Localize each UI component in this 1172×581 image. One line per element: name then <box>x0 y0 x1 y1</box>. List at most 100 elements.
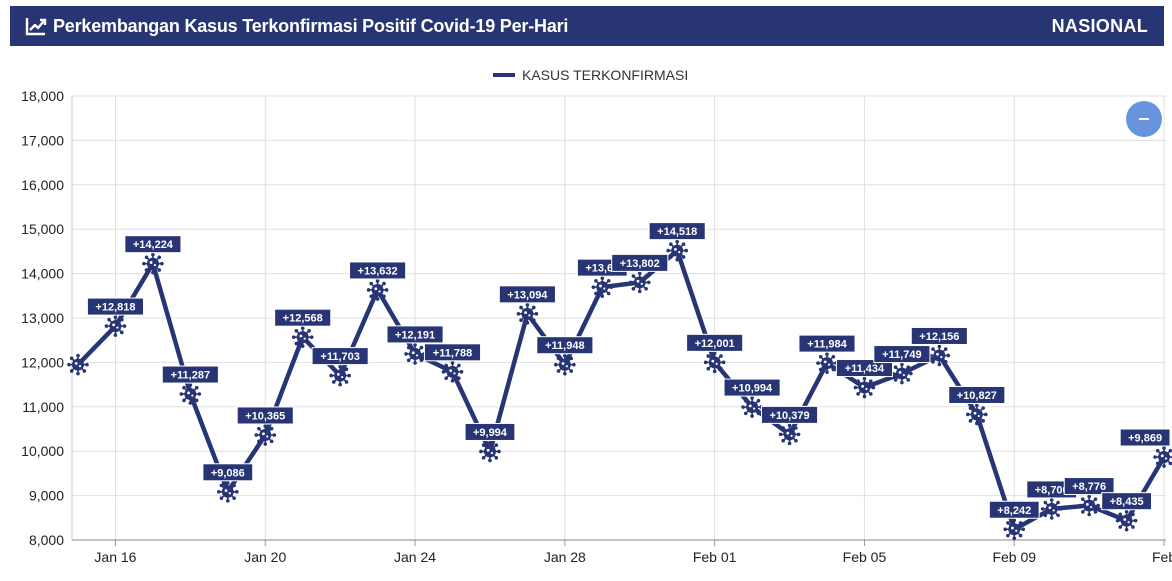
data-label: +8,242 <box>997 505 1031 517</box>
data-point-marker <box>778 423 801 446</box>
data-label: +10,365 <box>245 410 285 422</box>
data-label-box <box>1119 428 1171 447</box>
data-label-box <box>798 334 856 353</box>
data-label-box <box>988 500 1040 519</box>
y-tick-label: 12,000 <box>21 354 64 370</box>
data-label-box <box>910 326 968 345</box>
data-point-marker <box>853 376 876 399</box>
data-point-marker <box>741 396 763 418</box>
data-label: +12,001 <box>695 338 735 350</box>
x-tick-label: Jan 28 <box>544 549 586 565</box>
data-point-marker <box>366 279 389 301</box>
data-point-marker <box>1153 446 1172 468</box>
data-label-box <box>86 297 144 316</box>
chart-legend[interactable]: KASUS TERKONFIRMASI <box>493 66 688 84</box>
data-label-box <box>311 347 369 366</box>
data-point-marker <box>966 403 988 426</box>
legend-label: KASUS TERKONFIRMASI <box>522 67 689 83</box>
data-label: +11,788 <box>433 347 472 359</box>
y-tick-label: 17,000 <box>21 132 64 148</box>
data-point-marker <box>104 315 127 337</box>
y-tick-label: 13,000 <box>21 310 64 326</box>
x-tick-label: Feb 05 <box>843 549 887 565</box>
data-label: +8,776 <box>1072 481 1106 493</box>
data-label: +10,994 <box>732 383 773 395</box>
y-tick-label: 11,000 <box>22 399 64 415</box>
y-tick-label: 18,000 <box>21 88 64 104</box>
chart-header: Perkembangan Kasus Terkonfirmasi Positif… <box>10 6 1164 46</box>
data-point-marker <box>703 351 726 374</box>
x-tick-label: Jan 20 <box>244 549 286 565</box>
data-label: +13,802 <box>620 258 660 270</box>
data-label-box <box>835 359 894 378</box>
x-tick-label: Feb 09 <box>992 549 1036 565</box>
data-label: +13,69 <box>585 263 619 275</box>
line-chart-icon <box>25 18 47 36</box>
data-point-marker <box>928 344 951 367</box>
data-point-marker <box>1115 509 1138 532</box>
y-tick-label: 10,000 <box>21 443 64 459</box>
data-label-box <box>948 385 1006 404</box>
data-label: +10,379 <box>770 410 810 422</box>
data-point-marker <box>628 271 651 294</box>
data-label-box <box>1063 477 1115 496</box>
data-point-marker <box>479 440 501 463</box>
y-tick-label: 15,000 <box>21 221 64 237</box>
data-point-marker <box>591 276 614 298</box>
data-label-box <box>202 463 254 482</box>
data-label: +13,632 <box>358 265 398 277</box>
data-label: +11,984 <box>807 339 847 351</box>
data-point-marker <box>816 352 838 374</box>
data-label-box <box>611 253 669 272</box>
data-point-marker <box>404 343 426 365</box>
data-label-box <box>161 365 219 384</box>
data-point-marker <box>329 364 351 387</box>
y-tick-label: 14,000 <box>21 266 64 282</box>
data-label-box <box>498 285 556 304</box>
x-tick-label: Jan 24 <box>394 549 436 565</box>
data-label: +9,869 <box>1128 433 1162 445</box>
data-label: +8,435 <box>1110 496 1144 508</box>
data-label: +11,948 <box>545 340 584 352</box>
data-label: +12,818 <box>95 302 135 314</box>
data-label-box <box>723 378 781 397</box>
data-point-marker <box>441 361 464 383</box>
data-label-box <box>124 235 182 254</box>
y-tick-label: 16,000 <box>21 177 64 193</box>
data-point-marker <box>67 353 89 376</box>
data-label-box <box>536 336 594 355</box>
data-label-box <box>386 325 444 344</box>
data-label: +13,094 <box>507 289 548 301</box>
zoom-out-button[interactable] <box>1126 101 1162 137</box>
data-label: +9,994 <box>473 427 508 439</box>
data-label: +11,703 <box>320 351 359 363</box>
data-label-box <box>274 308 332 327</box>
data-label: +11,749 <box>882 349 921 361</box>
data-point-marker <box>1003 518 1026 541</box>
data-label: +12,156 <box>919 331 959 343</box>
data-point-marker <box>291 326 314 348</box>
data-label: +8,700 <box>1035 484 1069 496</box>
data-label-box <box>648 222 706 241</box>
data-label-box <box>423 343 482 362</box>
minus-icon <box>1139 118 1149 120</box>
x-tick-label: Jan 16 <box>94 549 136 565</box>
data-point-marker <box>1040 498 1063 520</box>
data-label: +9,086 <box>211 467 245 479</box>
x-tick-label: Feb <box>1152 549 1172 565</box>
data-point-marker <box>666 239 688 262</box>
y-tick-label: 9,000 <box>29 488 64 504</box>
data-label-box <box>761 405 819 424</box>
data-label-box <box>1101 492 1152 511</box>
data-label: +14,518 <box>657 226 697 238</box>
data-point-marker <box>891 362 913 385</box>
data-label: +12,568 <box>283 313 323 325</box>
data-point-marker <box>554 353 576 376</box>
data-point-marker <box>142 252 164 275</box>
data-label-box <box>686 333 744 352</box>
data-label: +10,827 <box>957 390 997 402</box>
y-tick-label: 8,000 <box>29 532 64 548</box>
data-label: +12,191 <box>395 329 435 341</box>
data-label: +14,224 <box>133 239 174 251</box>
